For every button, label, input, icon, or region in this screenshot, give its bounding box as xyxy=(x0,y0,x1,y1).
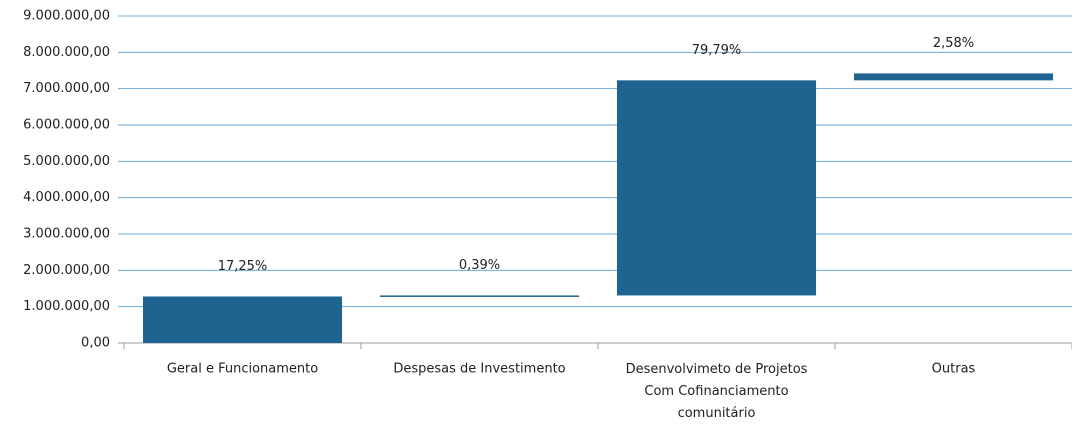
data-label: 0,39% xyxy=(459,258,500,273)
x-tick-label: Desenvolvimeto de Projetos Com Cofinancia… xyxy=(626,362,808,421)
x-tick-label-line: comunitário xyxy=(678,406,756,421)
bar xyxy=(142,296,343,343)
bar xyxy=(616,80,817,296)
data-label: 79,79% xyxy=(692,43,742,58)
data-label: 2,58% xyxy=(933,36,974,51)
data-label: 17,25% xyxy=(218,259,268,274)
y-tick-label: 6.000.000,00 xyxy=(23,118,110,133)
y-tick-label: 4.000.000,00 xyxy=(23,190,110,205)
y-tick-label: 7.000.000,00 xyxy=(23,81,110,96)
y-tick-label: 3.000.000,00 xyxy=(23,227,110,242)
bar xyxy=(379,295,580,297)
bar xyxy=(853,73,1054,81)
y-tick-label: 8.000.000,00 xyxy=(23,45,110,60)
x-tick-label-line: Desenvolvimeto de Projetos xyxy=(626,362,808,377)
y-tick-label: 1.000.000,00 xyxy=(23,299,110,314)
y-tick-label: 5.000.000,00 xyxy=(23,154,110,169)
y-tick-label: 2.000.000,00 xyxy=(23,263,110,278)
x-tick-label: Geral e Funcionamento xyxy=(167,362,318,377)
x-tick-label: Outras xyxy=(932,362,976,377)
y-tick-label: 0,00 xyxy=(81,336,110,351)
x-tick-label-line: Com Cofinanciamento xyxy=(644,384,788,399)
x-tick-label: Despesas de Investimento xyxy=(393,362,565,377)
y-tick-label: 9.000.000,00 xyxy=(23,9,110,24)
